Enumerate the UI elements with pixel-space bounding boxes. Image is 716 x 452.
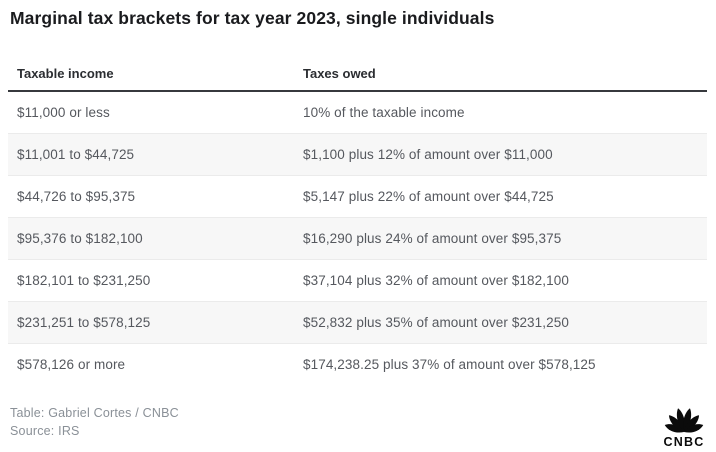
taxable-income-cell: $44,726 to $95,375 [8,174,294,217]
table-row: $95,376 to $182,100 $16,290 plus 24% of … [8,216,707,259]
table-row: $11,000 or less 10% of the taxable incom… [8,91,707,133]
taxes-owed-cell: $174,238.25 plus 37% of amount over $578… [294,342,707,385]
page-title: Marginal tax brackets for tax year 2023,… [10,8,495,28]
taxable-income-cell: $11,001 to $44,725 [8,132,294,175]
cnbc-logo: CNBC [659,403,709,449]
taxes-owed-cell: $37,104 plus 32% of amount over $182,100 [294,258,707,301]
taxes-owed-cell: $5,147 plus 22% of amount over $44,725 [294,174,707,217]
table-row: $11,001 to $44,725 $1,100 plus 12% of am… [8,132,707,175]
table-credit: Table: Gabriel Cortes / CNBC [10,406,179,420]
cnbc-peacock-icon [664,408,704,433]
taxes-owed-cell: $52,832 plus 35% of amount over $231,250 [294,300,707,343]
table-row: $182,101 to $231,250 $37,104 plus 32% of… [8,258,707,301]
taxable-income-cell: $182,101 to $231,250 [8,258,294,301]
taxes-owed-cell: $16,290 plus 24% of amount over $95,375 [294,216,707,259]
taxable-income-cell: $231,251 to $578,125 [8,300,294,343]
taxes-owed-cell: 10% of the taxable income [303,104,465,120]
footer-credits: Table: Gabriel Cortes / CNBC Source: IRS [10,405,179,440]
taxable-income-cell: $95,376 to $182,100 [8,216,294,259]
column-header-taxable-income: Taxable income [8,60,294,92]
table-row: $578,126 or more $174,238.25 plus 37% of… [8,342,707,385]
source-credit: Source: IRS [10,423,80,438]
table-row: $44,726 to $95,375 $5,147 plus 22% of am… [8,174,707,217]
tax-brackets-table: Taxable income Taxes owed $11,000 or les… [8,60,707,385]
table-row: $231,251 to $578,125 $52,832 plus 35% of… [8,300,707,343]
taxable-income-cell: $11,000 or less [17,104,110,120]
cnbc-logo-text: CNBC [663,435,705,449]
taxable-income-cell: $578,126 or more [8,342,294,385]
column-header-taxes-owed: Taxes owed [294,60,707,92]
taxes-owed-cell: $1,100 plus 12% of amount over $11,000 [294,132,707,175]
table-header-row: Taxable income Taxes owed [8,60,707,92]
